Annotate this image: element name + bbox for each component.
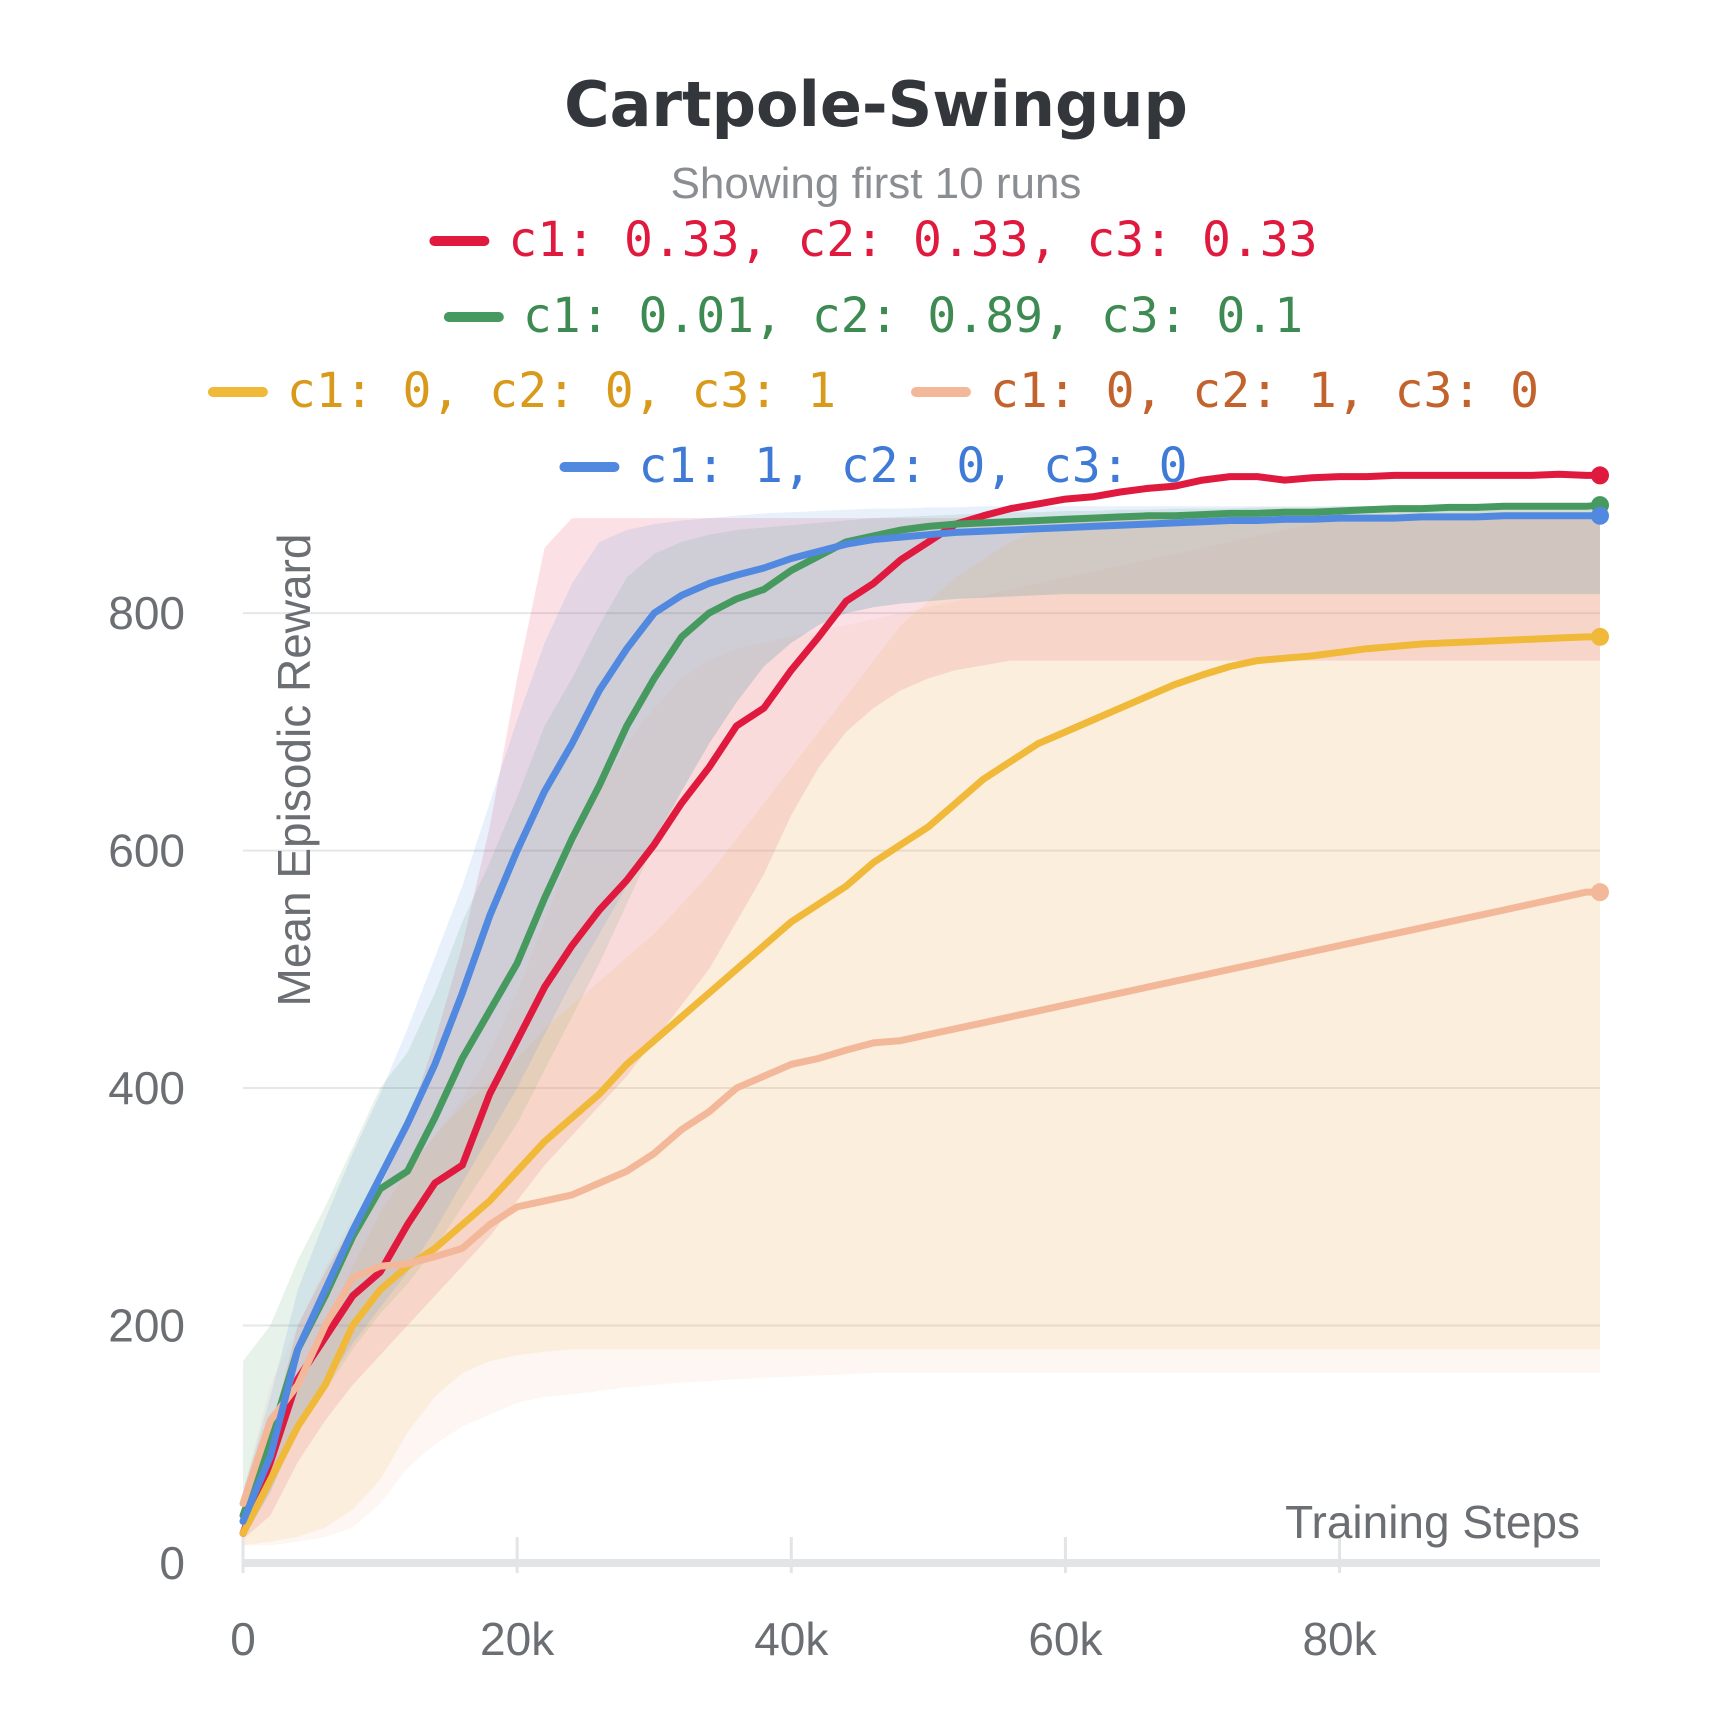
end-marker-series-3 [1591,883,1609,902]
chart-title: Cartpole-Swingup [564,68,1188,141]
legend-label: c1: 0, c2: 1, c3: 0 [990,363,1539,419]
band-series-0 [243,518,1600,1540]
legend-label: c1: 0.33, c2: 0.33, c3: 0.33 [508,212,1317,268]
x-tick-label: 40k [754,1613,829,1665]
line-series-3 [239,888,1604,1508]
grid [243,612,1600,1327]
legend-item-1[interactable]: c1: 0.01, c2: 0.89, c3: 0.1 [443,288,1303,344]
y-tick-label: 800 [108,587,185,639]
y-tick-label: 400 [108,1062,185,1114]
x-tick-label: 60k [1028,1613,1103,1665]
end-marker-series-2 [1591,627,1609,646]
end-marker-series-4 [1591,506,1609,525]
legend-item-3[interactable]: c1: 0, c2: 1, c3: 0 [911,363,1539,419]
band-series-4 [243,506,1600,1540]
x-axis-label: Training Steps [1285,1496,1580,1548]
band-series-3 [243,518,1600,1546]
x-tick-label: 0 [230,1613,256,1665]
line-series-4 [239,512,1604,1525]
y-tick-label: 600 [108,825,185,877]
band-series-1 [243,506,1600,1540]
y-axis: 0 200 400 600 800 [108,587,185,1589]
line-series-2 [239,633,1604,1537]
end-marker-series-0 [1591,466,1609,485]
series-lines [239,466,1609,1537]
legend-item-0[interactable]: c1: 0.33, c2: 0.33, c3: 0.33 [429,212,1318,268]
chart-subtitle: Showing first 10 runs [671,159,1082,208]
x-tick-label: 80k [1302,1613,1377,1665]
y-tick-label: 200 [108,1300,185,1352]
legend-item-2[interactable]: c1: 0, c2: 0, c3: 1 [207,363,836,419]
y-axis-label: Mean Episodic Reward [268,533,320,1006]
confidence-bands [243,506,1600,1546]
x-axis: 0 20k 40k 60k 80k [230,1537,1600,1665]
legend-label: c1: 1, c2: 0, c3: 0 [638,438,1187,494]
legend-label: c1: 0.01, c2: 0.89, c3: 0.1 [523,288,1303,344]
line-series-1 [239,501,1604,1519]
band-series-2 [243,508,1600,1546]
x-tick-label: 20k [480,1613,555,1665]
line-series-0 [239,470,1604,1537]
legend-item-4[interactable]: c1: 1, c2: 0, c3: 0 [559,438,1188,494]
legend-label: c1: 0, c2: 0, c3: 1 [287,363,836,419]
y-tick-label: 0 [159,1537,185,1589]
legend[interactable]: c1: 0.33, c2: 0.33, c3: 0.33 c1: 0.01, c2… [207,212,1539,494]
